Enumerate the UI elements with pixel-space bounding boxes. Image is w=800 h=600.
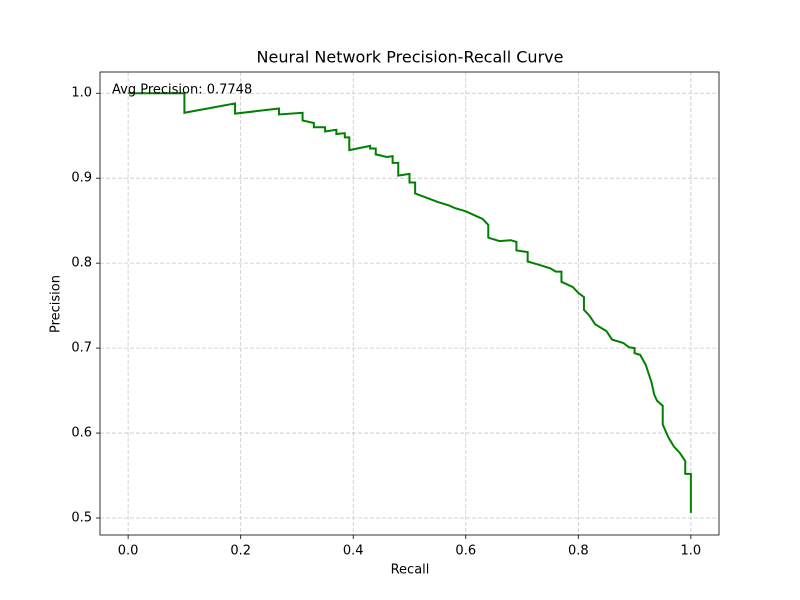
- y-tick-label: 0.9: [71, 171, 92, 186]
- annotation: Avg Precision: 0.7748: [112, 83, 252, 98]
- chart-title: Neural Network Precision-Recall Curve: [257, 48, 564, 67]
- x-tick-label: 0.8: [568, 544, 589, 559]
- y-tick-label: 0.6: [71, 426, 92, 441]
- x-tick-label: 0.6: [455, 544, 476, 559]
- y-tick-label: 0.5: [71, 511, 92, 526]
- pr-curve: [128, 92, 692, 513]
- x-tick-label: 0.2: [230, 544, 251, 559]
- y-tick-label: 1.0: [71, 86, 92, 101]
- y-axis-label: Precision: [49, 275, 64, 333]
- x-tick-label: 0.0: [118, 544, 139, 559]
- y-tick-label: 0.8: [71, 256, 92, 271]
- y-tick-label: 0.7: [71, 341, 92, 356]
- plot-frame: [99, 71, 720, 536]
- x-tick-label: 1.0: [681, 544, 702, 559]
- x-tick-label: 0.4: [343, 544, 364, 559]
- x-axis-label: Recall: [391, 563, 430, 578]
